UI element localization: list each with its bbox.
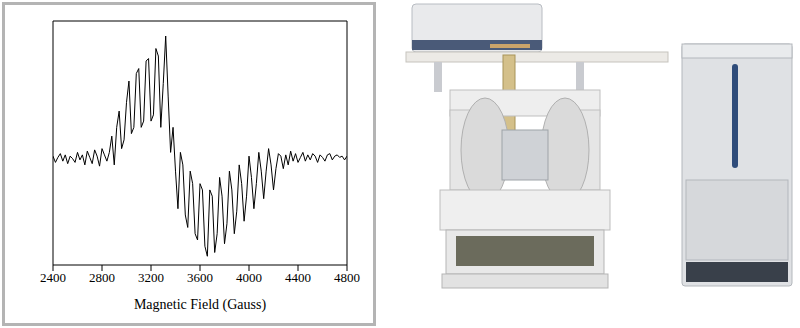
svg-text:2400: 2400: [40, 270, 66, 285]
svg-text:4400: 4400: [285, 270, 311, 285]
svg-text:3200: 3200: [138, 270, 164, 285]
svg-text:3600: 3600: [187, 270, 213, 285]
svg-text:Magnetic Field (Gauss): Magnetic Field (Gauss): [134, 297, 267, 313]
svg-text:2800: 2800: [89, 270, 115, 285]
svg-text:4800: 4800: [334, 270, 360, 285]
svg-text:4000: 4000: [236, 270, 262, 285]
